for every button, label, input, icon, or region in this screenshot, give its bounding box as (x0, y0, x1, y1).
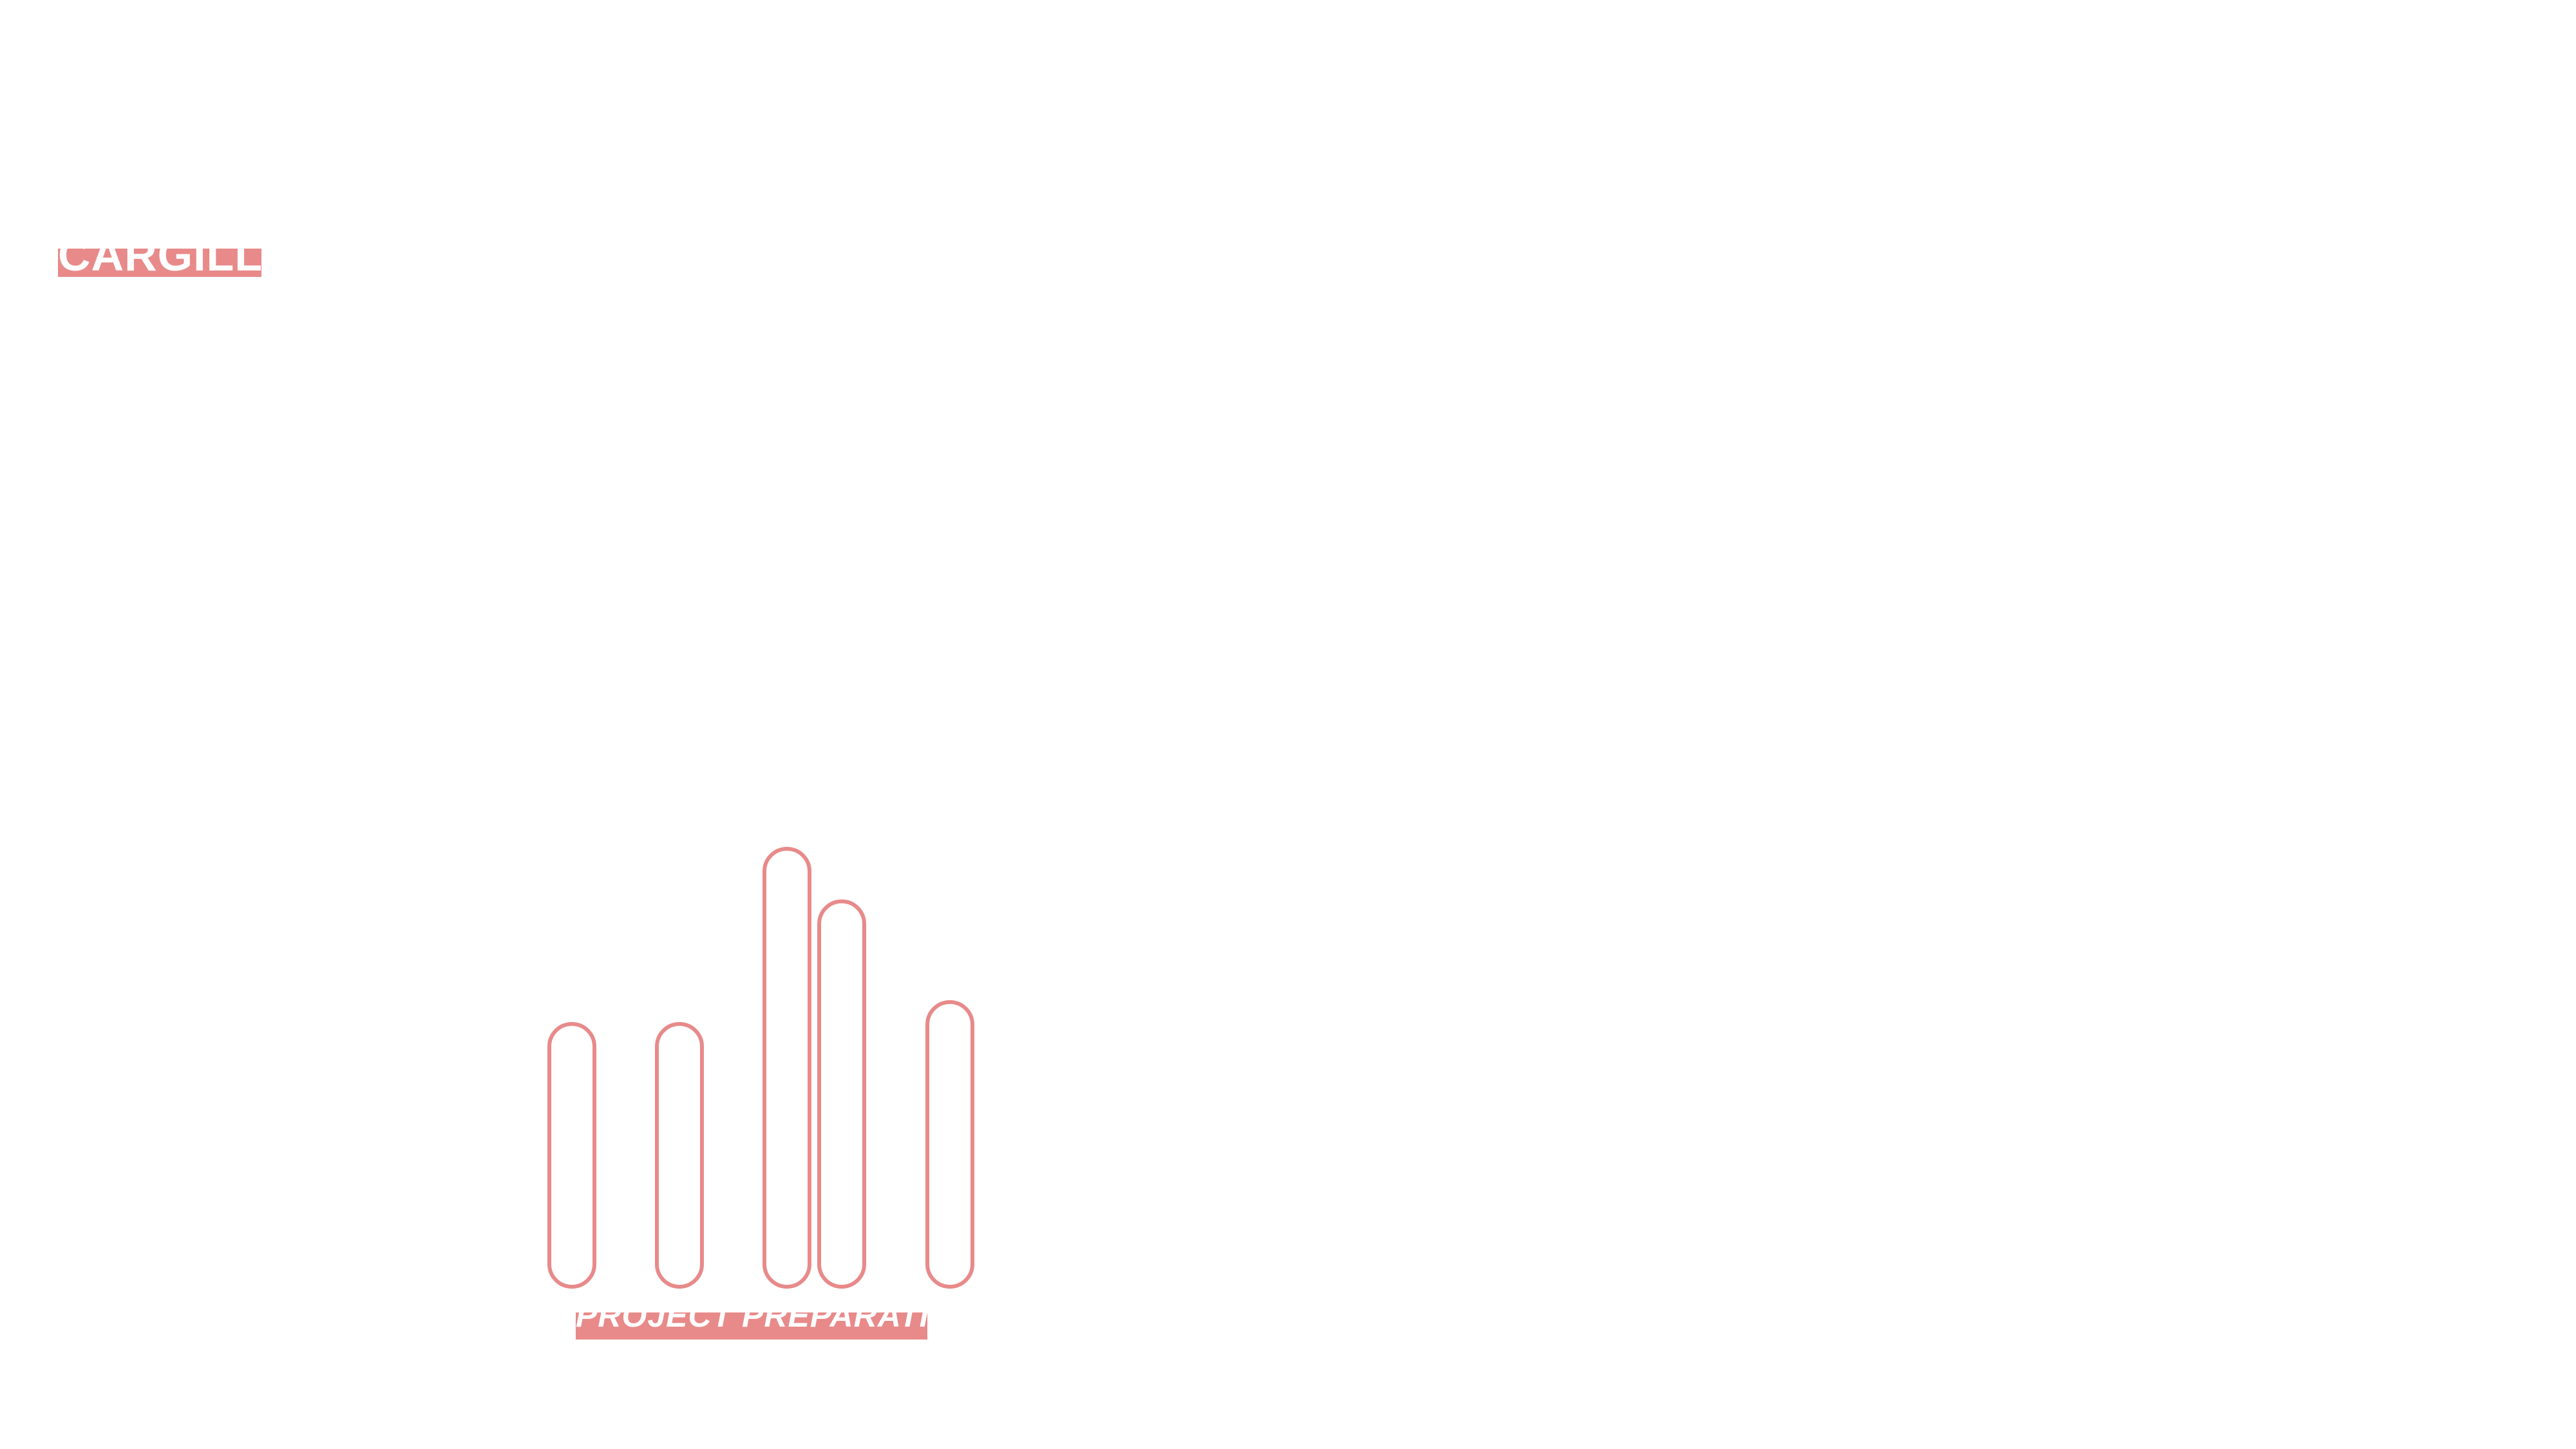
pill-bar (925, 1000, 974, 1289)
pill-bar (762, 847, 811, 1289)
pill-bar (655, 1022, 704, 1289)
stage-label-text: PROJECT PREPARATION (576, 1298, 927, 1334)
pill-bar (547, 1022, 596, 1289)
pill-bar (817, 899, 866, 1289)
company-label-bar (58, 249, 261, 277)
company-label-text: CARGILL (58, 230, 261, 277)
stage-label: PROJECT PREPARATION (576, 1282, 927, 1340)
stage-label-bar (576, 1312, 927, 1340)
company-label: CARGILL (58, 213, 261, 277)
